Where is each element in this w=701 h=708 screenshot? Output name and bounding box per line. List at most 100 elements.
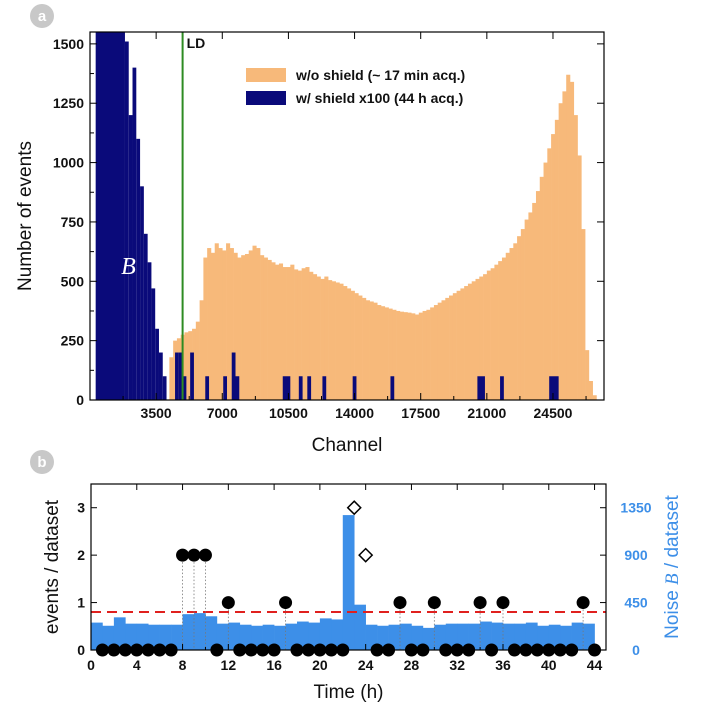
- x-tick-label: 36: [495, 657, 511, 673]
- navy-bar: [162, 376, 167, 400]
- orange-bar: [551, 134, 556, 400]
- x-tick-label: 3500: [141, 405, 172, 421]
- orange-bar: [445, 297, 450, 400]
- orange-bar: [456, 290, 461, 400]
- navy-bar: [235, 376, 240, 400]
- event-droplines: [182, 555, 584, 650]
- noise-bar: [228, 622, 241, 650]
- noise-bar: [194, 613, 206, 650]
- panel-a-label: a: [38, 8, 47, 25]
- orange-bar: [226, 243, 231, 400]
- x-tick-label: 24500: [534, 405, 573, 421]
- noise-bar: [548, 624, 561, 650]
- orange-bar: [569, 81, 575, 400]
- noise-bar: [445, 623, 458, 650]
- noise-bar: [560, 625, 572, 650]
- legend-swatch-unshielded: [246, 68, 286, 82]
- y-tick-label: 1250: [53, 95, 84, 111]
- outlier-diamond: [346, 500, 362, 516]
- orange-bar: [369, 301, 374, 400]
- x-tick-label: 44: [587, 657, 603, 673]
- y-tick-label: 250: [61, 333, 85, 349]
- navy-bar: [352, 376, 357, 400]
- orange-histogram: [169, 74, 597, 401]
- orange-bar: [483, 274, 488, 400]
- x-tick-label: 24: [358, 657, 374, 673]
- event-dot: [473, 596, 487, 610]
- navy-bar: [178, 352, 183, 400]
- orange-bar: [471, 281, 476, 400]
- y2-title-part2: / dataset: [662, 494, 683, 573]
- navy-bar: [477, 376, 485, 400]
- orange-bar: [581, 229, 586, 400]
- orange-bar: [520, 229, 525, 400]
- orange-bar: [222, 250, 227, 400]
- orange-bar: [426, 309, 431, 400]
- orange-bar: [233, 252, 238, 400]
- orange-bar: [535, 191, 541, 400]
- orange-bar: [411, 313, 416, 400]
- orange-bar: [218, 248, 223, 400]
- navy-bar: [182, 376, 187, 400]
- orange-bar: [275, 264, 280, 400]
- event-dot: [176, 548, 190, 562]
- orange-bar: [354, 293, 359, 400]
- orange-bar: [301, 268, 306, 400]
- y-tick-label: 750: [61, 214, 85, 230]
- event-dot: [576, 596, 590, 610]
- orange-bar: [290, 264, 295, 400]
- legend-label-unshielded: w/o shield (~ 17 min acq.): [295, 67, 465, 83]
- orange-bar: [418, 312, 423, 400]
- orange-bar: [203, 257, 208, 400]
- y2-tick-label: 0: [632, 642, 640, 658]
- orange-bar: [494, 264, 499, 400]
- orange-bar: [513, 243, 518, 400]
- noise-bar: [205, 616, 218, 650]
- orange-bar: [241, 255, 246, 400]
- navy-bar: [223, 376, 228, 400]
- orange-bar: [498, 261, 503, 400]
- navy-bar: [158, 352, 163, 400]
- panel-a-chart: LD B w/o shield (~ 17 min acq.) w/ shiel…: [15, 31, 605, 456]
- y2-tick-label: 450: [624, 595, 648, 611]
- x-tick-label: 32: [449, 657, 465, 673]
- orange-bar: [195, 321, 200, 400]
- event-dot: [393, 596, 407, 610]
- noise-bar: [457, 623, 469, 650]
- navy-bar: [155, 328, 159, 400]
- orange-bar: [263, 257, 268, 400]
- navy-histogram: [95, 32, 559, 401]
- orange-bar: [278, 263, 284, 400]
- noise-bar: [537, 625, 550, 650]
- orange-bar: [339, 283, 344, 400]
- orange-bar: [309, 271, 314, 400]
- noise-bar: [411, 625, 424, 650]
- noise-bar: [331, 619, 344, 650]
- orange-bar: [543, 162, 548, 400]
- orange-bar: [467, 283, 473, 400]
- noise-bar: [365, 624, 378, 650]
- event-dot: [198, 548, 212, 562]
- noise-bar: [125, 623, 138, 650]
- orange-bar: [229, 248, 234, 400]
- noise-bar: [171, 624, 183, 650]
- noise-bar: [583, 623, 595, 650]
- x-tick-label: 10500: [269, 405, 308, 421]
- noise-bar: [159, 624, 172, 650]
- navy-bar: [322, 376, 327, 400]
- orange-bar: [585, 350, 590, 400]
- x-tick-label: 14000: [335, 405, 374, 421]
- noise-bar: [525, 622, 538, 650]
- orange-bar: [528, 212, 533, 400]
- orange-bar: [207, 248, 212, 400]
- noise-bar: [400, 623, 412, 650]
- navy-bar: [136, 138, 141, 400]
- orange-bar: [381, 306, 386, 400]
- orange-bar: [365, 300, 370, 400]
- orange-bar: [252, 245, 257, 400]
- y-tick-label: 0: [77, 642, 85, 658]
- y-tick-label: 0: [76, 392, 84, 408]
- orange-bar: [362, 297, 367, 400]
- outlier-diamond: [358, 547, 374, 563]
- x-tick-label: 8: [179, 657, 187, 673]
